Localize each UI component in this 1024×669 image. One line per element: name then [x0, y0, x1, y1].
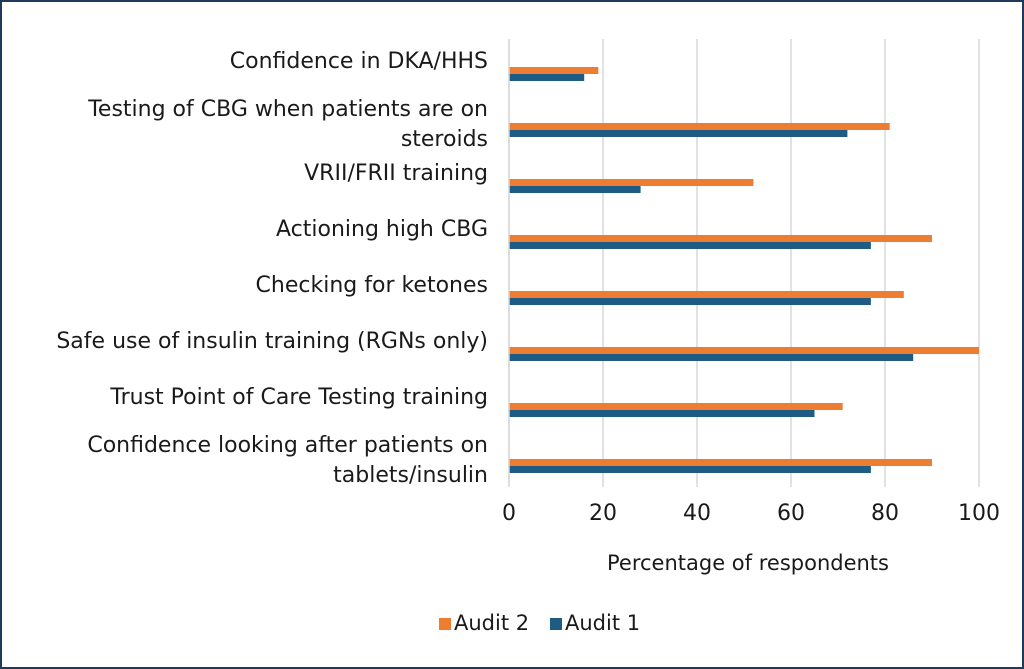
x-tick-label: 60 — [777, 501, 805, 526]
bar-audit-2 — [509, 403, 843, 410]
category-label: Actioning high CBG — [276, 217, 488, 242]
bar-audit-2 — [509, 67, 599, 74]
category-label: Trust Point of Care Testing training — [109, 385, 488, 410]
bar-audit-2 — [509, 347, 979, 354]
bar-audit-2 — [509, 235, 932, 242]
category-label: tablets/insulin — [333, 463, 488, 488]
bar-audit-1 — [509, 466, 871, 473]
x-tick-label: 40 — [683, 501, 711, 526]
x-tick-label: 0 — [502, 501, 516, 526]
bar-audit-1 — [509, 298, 871, 305]
category-label: steroids — [401, 127, 488, 152]
bar-audit-1 — [509, 354, 914, 361]
category-label: Safe use of insulin training (RGNs only) — [56, 329, 488, 354]
x-tick-label: 80 — [871, 501, 899, 526]
category-label: VRII/FRII training — [304, 161, 488, 186]
bar-audit-1 — [509, 410, 815, 417]
legend-swatch — [439, 618, 451, 630]
bar-audit-1 — [509, 186, 641, 193]
x-tick-label: 100 — [958, 501, 1000, 526]
bar-audit-2 — [509, 123, 890, 130]
bar-audit-1 — [509, 130, 848, 137]
x-tick-label: 20 — [589, 501, 617, 526]
bar-audit-1 — [509, 242, 871, 249]
bar-audit-2 — [509, 459, 932, 466]
x-axis-title: Percentage of respondents — [607, 551, 889, 575]
bar-audit-1 — [509, 74, 585, 81]
legend-label: Audit 1 — [565, 611, 640, 635]
bar-audit-2 — [509, 179, 754, 186]
category-label: Testing of CBG when patients are on — [87, 97, 488, 122]
category-label: Confidence looking after patients on — [87, 433, 488, 458]
category-label: Confidence in DKA/HHS — [230, 49, 488, 74]
bar-audit-2 — [509, 291, 904, 298]
legend-label: Audit 2 — [454, 611, 529, 635]
legend-swatch — [550, 618, 562, 630]
category-label: Checking for ketones — [256, 273, 488, 298]
